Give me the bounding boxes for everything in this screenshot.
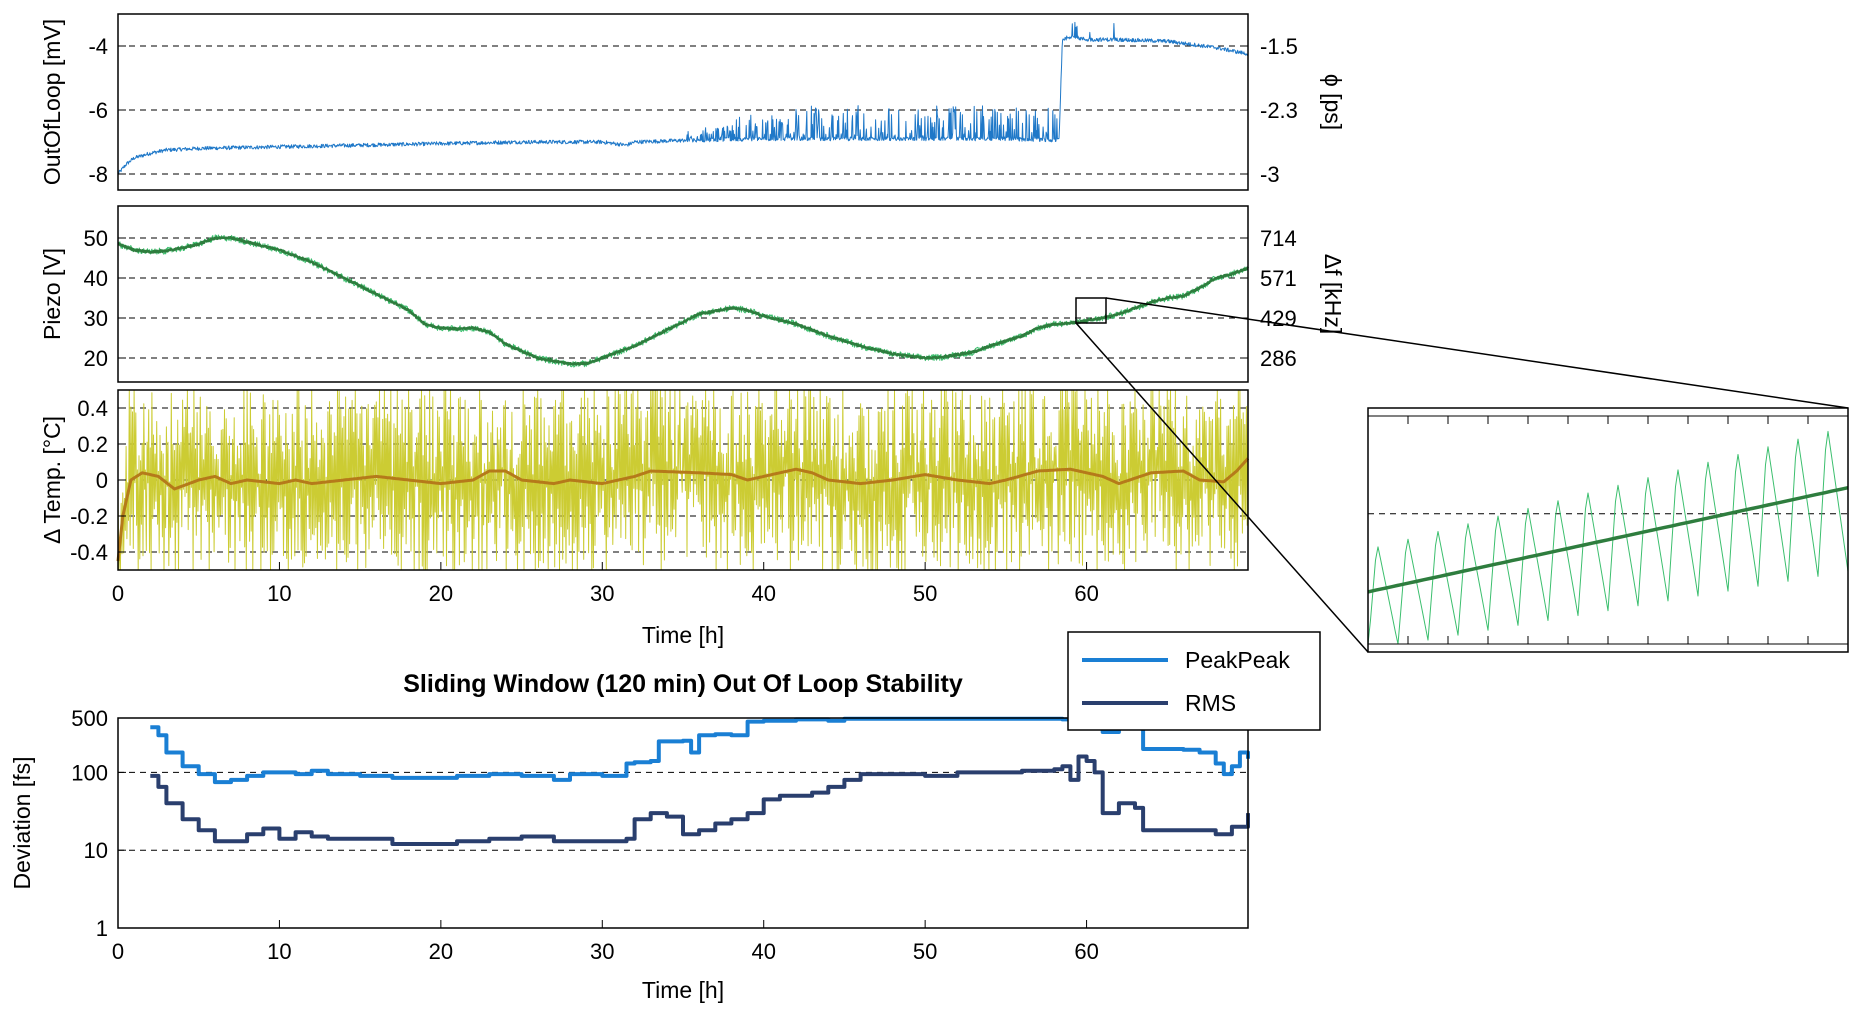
y-tick-label: 10 — [84, 838, 108, 863]
y-tick-label: 50 — [84, 226, 108, 251]
x-tick-label: 60 — [1074, 581, 1098, 606]
x-axis-label: Time [h] — [642, 977, 724, 1003]
x-tick-label: 50 — [913, 939, 937, 964]
x-tick-label: 40 — [751, 939, 775, 964]
axes-box — [117, 13, 1249, 191]
zoom-inset — [1075, 297, 1849, 653]
panel-stability: Sliding Window (120 min) Out Of Loop Sta… — [9, 631, 1321, 1003]
y-tick-label: -4 — [88, 34, 108, 59]
y-tick-label: 0 — [96, 468, 108, 493]
y-tick-label: -0.2 — [70, 504, 108, 529]
y-axis-label-right: ϕ [ps] — [1320, 74, 1346, 130]
y-tick-label-right: 571 — [1260, 266, 1297, 291]
x-tick-label: 50 — [913, 581, 937, 606]
x-tick-label: 10 — [267, 939, 291, 964]
y-tick-label: -8 — [88, 162, 108, 187]
x-tick-label: 0 — [112, 581, 124, 606]
y-tick-label: 1 — [96, 916, 108, 941]
y-axis-label: OutOfLoop [mV] — [39, 19, 65, 185]
y-tick-label: 0.2 — [77, 432, 108, 457]
x-tick-label: 30 — [590, 939, 614, 964]
x-tick-label: 20 — [429, 939, 453, 964]
zoom-connector-top — [1105, 297, 1849, 409]
y-tick-label: 0.4 — [77, 396, 108, 421]
axes-box — [117, 205, 1249, 383]
legend-label-peakpeak: PeakPeak — [1185, 647, 1290, 673]
y-axis-label-right: Δf [kHz] — [1320, 254, 1346, 335]
x-tick-label: 40 — [751, 581, 775, 606]
panel-piezo: 20 30 40 50 286 429 571 714 Piezo [V] Δf [kHz] — [39, 205, 1346, 383]
y-tick-label: -6 — [88, 98, 108, 123]
y-axis-label: Δ Temp. [°C] — [39, 416, 65, 544]
y-tick-label: 40 — [84, 266, 108, 291]
series-line-piezo-smooth — [117, 235, 1250, 366]
y-tick-label: 30 — [84, 306, 108, 331]
panel-outofloop: -8 -6 -4 -1.5 -2.3 -3 OutOfLoop [mV] ϕ [ps] — [39, 13, 1346, 191]
x-tick-label: 0 — [112, 939, 124, 964]
y-tick-label-right: 714 — [1260, 226, 1297, 251]
zoom-region-marker — [1075, 297, 1107, 324]
series-line-temp-raw — [117, 389, 1249, 571]
x-axis-label: Time [h] — [642, 622, 724, 648]
y-tick-label: 20 — [84, 346, 108, 371]
x-tick-label: 60 — [1074, 939, 1098, 964]
inset-line-smooth — [1367, 485, 1849, 594]
legend: PeakPeak RMS — [1067, 631, 1321, 731]
panel-temperature: -0.4 -0.2 0 0.2 0.4 0 10 20 30 40 50 60 Δ Temp. [°… — [39, 389, 1250, 648]
axes-box — [117, 717, 1249, 929]
zoom-connector-bottom — [1075, 322, 1369, 653]
series-line-outofloop — [118, 21, 1248, 175]
x-tick-label: 30 — [590, 581, 614, 606]
x-tick-label: 10 — [267, 581, 291, 606]
y-tick-label: 100 — [71, 760, 108, 785]
chart-title: Sliding Window (120 min) Out Of Loop Sta… — [403, 670, 963, 698]
series-line-piezo-raw — [117, 234, 1249, 368]
inset-box — [1367, 407, 1849, 653]
x-tick-label: 20 — [429, 581, 453, 606]
legend-label-rms: RMS — [1185, 690, 1236, 716]
y-tick-label-right: -2.3 — [1260, 98, 1298, 123]
series-line-temp-smooth — [116, 457, 1250, 562]
y-tick-label: -0.4 — [70, 540, 108, 565]
legend-box — [1067, 631, 1321, 731]
y-axis-label: Piezo [V] — [39, 248, 65, 340]
y-axis-label: Deviation [fs] — [9, 757, 35, 890]
y-tick-label-right: -1.5 — [1260, 34, 1298, 59]
y-tick-label-right: 286 — [1260, 346, 1297, 371]
y-tick-label: 500 — [71, 706, 108, 731]
y-tick-label-right: 429 — [1260, 306, 1297, 331]
inset-line-raw — [1367, 430, 1849, 645]
y-tick-label-right: -3 — [1260, 162, 1280, 187]
series-line-rms — [150, 754, 1250, 846]
